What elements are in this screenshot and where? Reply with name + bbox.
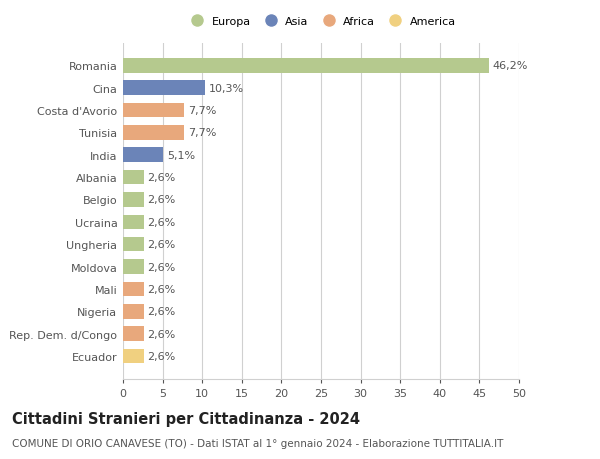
Bar	[123, 81, 205, 95]
Text: 2,6%: 2,6%	[148, 173, 176, 183]
Bar	[123, 126, 184, 140]
Text: 7,7%: 7,7%	[188, 128, 217, 138]
Bar	[123, 304, 143, 319]
Text: 10,3%: 10,3%	[209, 84, 244, 93]
Bar	[123, 148, 163, 162]
Bar	[123, 193, 143, 207]
Bar	[123, 282, 143, 297]
Text: 7,7%: 7,7%	[188, 106, 217, 116]
Text: 2,6%: 2,6%	[148, 240, 176, 250]
Text: 2,6%: 2,6%	[148, 262, 176, 272]
Text: 5,1%: 5,1%	[167, 151, 196, 160]
Text: Cittadini Stranieri per Cittadinanza - 2024: Cittadini Stranieri per Cittadinanza - 2…	[12, 411, 360, 426]
Bar	[123, 59, 489, 73]
Text: 2,6%: 2,6%	[148, 217, 176, 227]
Bar	[123, 103, 184, 118]
Bar	[123, 349, 143, 364]
Text: 2,6%: 2,6%	[148, 329, 176, 339]
Text: 46,2%: 46,2%	[493, 61, 528, 71]
Text: 2,6%: 2,6%	[148, 284, 176, 294]
Bar	[123, 260, 143, 274]
Bar	[123, 170, 143, 185]
Bar	[123, 237, 143, 252]
Bar	[123, 215, 143, 230]
Legend: Europa, Asia, Africa, America: Europa, Asia, Africa, America	[182, 12, 460, 31]
Text: 2,6%: 2,6%	[148, 351, 176, 361]
Text: COMUNE DI ORIO CANAVESE (TO) - Dati ISTAT al 1° gennaio 2024 - Elaborazione TUTT: COMUNE DI ORIO CANAVESE (TO) - Dati ISTA…	[12, 438, 503, 448]
Text: 2,6%: 2,6%	[148, 195, 176, 205]
Bar	[123, 327, 143, 341]
Text: 2,6%: 2,6%	[148, 307, 176, 317]
